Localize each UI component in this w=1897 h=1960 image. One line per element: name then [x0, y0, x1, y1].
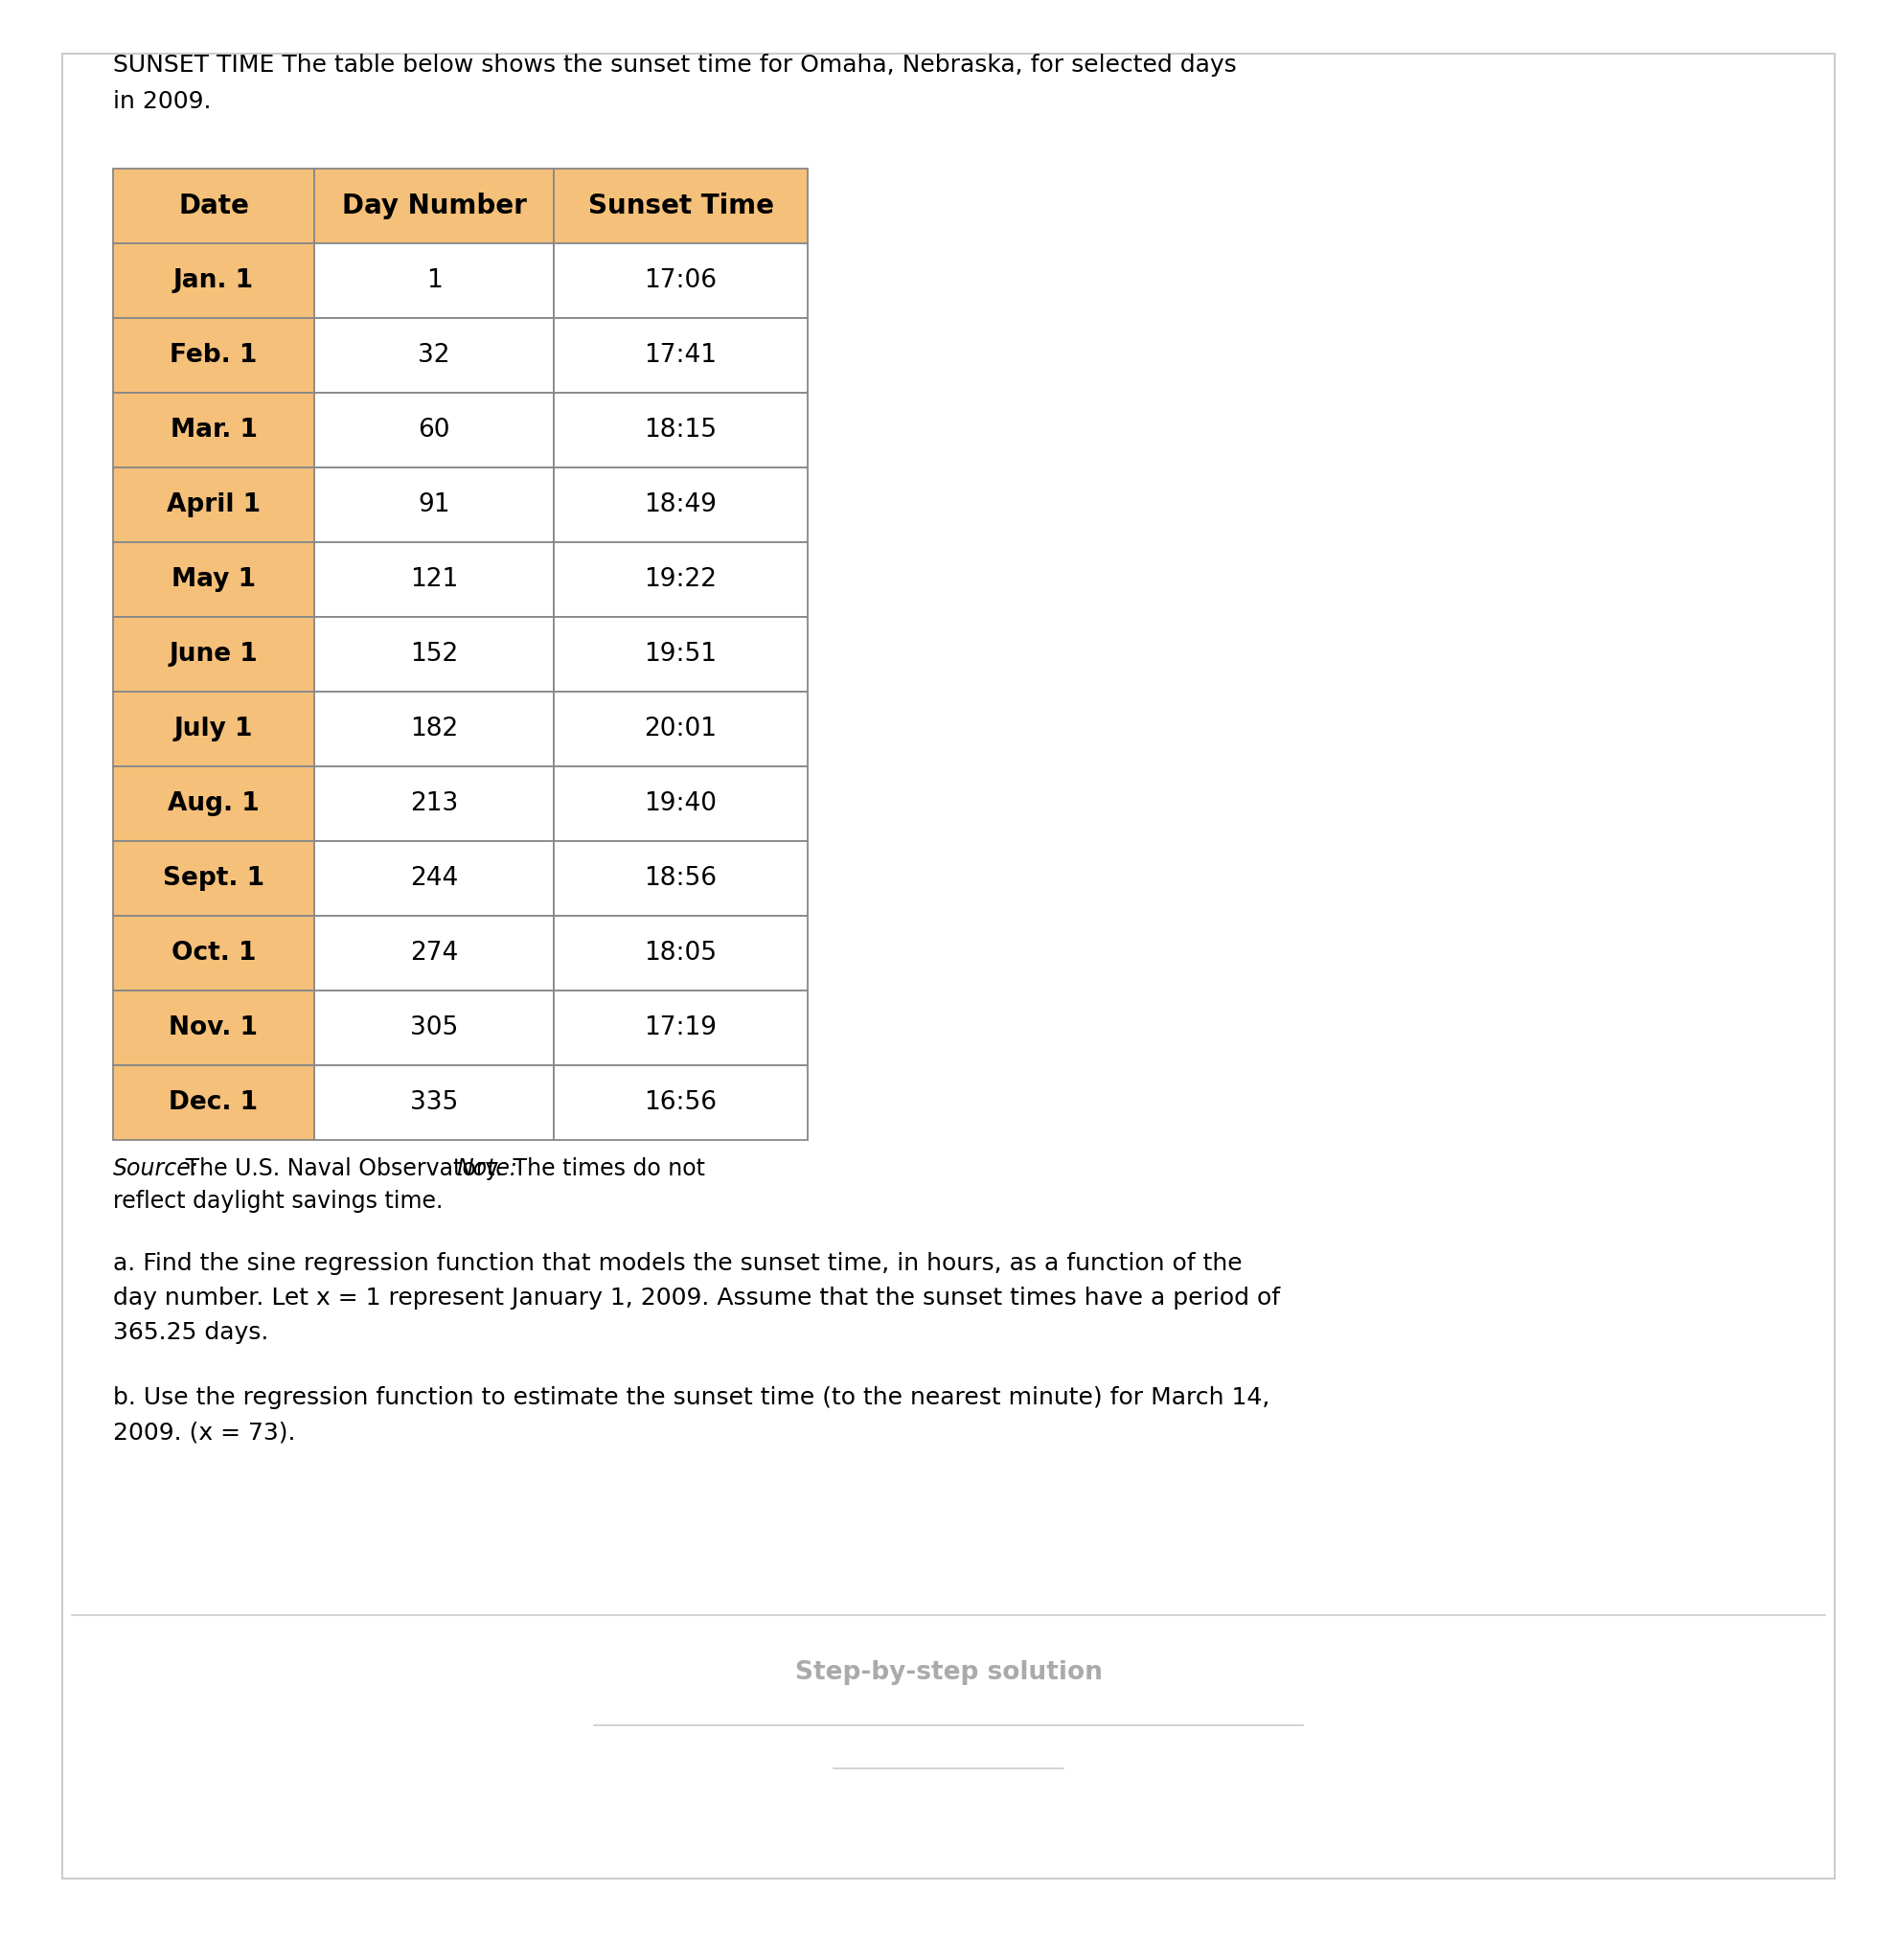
Text: 2009. (x = 73).: 2009. (x = 73). [114, 1421, 296, 1445]
Text: The U.S. Naval Observatory.: The U.S. Naval Observatory. [178, 1156, 510, 1180]
Bar [554, 468, 808, 543]
Text: Sunset Time: Sunset Time [588, 192, 774, 220]
Bar [114, 915, 315, 990]
Bar [554, 392, 808, 468]
Text: 18:15: 18:15 [645, 417, 717, 443]
Bar [114, 169, 315, 243]
Bar [114, 543, 315, 617]
Text: 305: 305 [410, 1015, 457, 1041]
Text: The times do not: The times do not [506, 1156, 706, 1180]
Text: May 1: May 1 [171, 566, 256, 592]
Text: 365.25 days.: 365.25 days. [114, 1321, 269, 1345]
Bar [315, 990, 554, 1064]
Text: Oct. 1: Oct. 1 [171, 941, 256, 966]
Text: day number. Let x = 1 represent January 1, 2009. Assume that the sunset times ha: day number. Let x = 1 represent January … [114, 1286, 1280, 1309]
Bar [114, 243, 315, 318]
Bar [315, 617, 554, 692]
Bar [554, 243, 808, 318]
Bar [315, 392, 554, 468]
Bar [114, 617, 315, 692]
Bar [554, 692, 808, 766]
Text: 19:40: 19:40 [645, 792, 717, 815]
Text: 60: 60 [417, 417, 450, 443]
Bar [554, 1064, 808, 1141]
Text: 274: 274 [410, 941, 457, 966]
Bar [554, 990, 808, 1064]
Bar [114, 392, 315, 468]
Text: 32: 32 [417, 343, 450, 368]
Bar [315, 243, 554, 318]
Text: 335: 335 [410, 1090, 457, 1115]
Bar [114, 468, 315, 543]
Bar [315, 543, 554, 617]
Text: SUNSET TIME The table below shows the sunset time for Omaha, Nebraska, for selec: SUNSET TIME The table below shows the su… [114, 53, 1237, 76]
Bar [315, 468, 554, 543]
Text: Aug. 1: Aug. 1 [167, 792, 260, 815]
Text: Dec. 1: Dec. 1 [169, 1090, 258, 1115]
Bar [554, 841, 808, 915]
Bar [554, 766, 808, 841]
Bar [315, 692, 554, 766]
Text: Mar. 1: Mar. 1 [171, 417, 258, 443]
Text: 91: 91 [417, 492, 450, 517]
Text: b. Use the regression function to estimate the sunset time (to the nearest minut: b. Use the regression function to estima… [114, 1386, 1269, 1409]
Text: Note:: Note: [455, 1156, 518, 1180]
Text: 18:56: 18:56 [645, 866, 717, 892]
Bar [315, 766, 554, 841]
Text: July 1: July 1 [175, 717, 252, 741]
Text: Date: Date [178, 192, 249, 220]
Text: Step-by-step solution: Step-by-step solution [795, 1660, 1102, 1686]
Text: Source:: Source: [114, 1156, 199, 1180]
Bar [315, 318, 554, 392]
Bar [114, 692, 315, 766]
Text: 121: 121 [410, 566, 457, 592]
Text: 17:41: 17:41 [645, 343, 717, 368]
Text: 20:01: 20:01 [645, 717, 717, 741]
Text: 19:22: 19:22 [645, 566, 717, 592]
Text: 17:06: 17:06 [645, 269, 717, 294]
Text: 17:19: 17:19 [645, 1015, 717, 1041]
Text: 19:51: 19:51 [645, 641, 717, 666]
Text: reflect daylight savings time.: reflect daylight savings time. [114, 1190, 444, 1213]
Bar [114, 766, 315, 841]
Text: Jan. 1: Jan. 1 [173, 269, 254, 294]
Bar [554, 915, 808, 990]
Bar [554, 543, 808, 617]
Text: 182: 182 [410, 717, 457, 741]
Bar [315, 1064, 554, 1141]
FancyBboxPatch shape [63, 53, 1834, 1878]
Text: 16:56: 16:56 [645, 1090, 717, 1115]
Bar [554, 169, 808, 243]
Text: Sept. 1: Sept. 1 [163, 866, 264, 892]
Text: 1: 1 [427, 269, 442, 294]
Bar [554, 318, 808, 392]
Text: June 1: June 1 [169, 641, 258, 666]
Text: a. Find the sine regression function that models the sunset time, in hours, as a: a. Find the sine regression function tha… [114, 1252, 1243, 1276]
Bar [315, 169, 554, 243]
Text: 18:49: 18:49 [645, 492, 717, 517]
Bar [114, 990, 315, 1064]
Bar [114, 841, 315, 915]
Text: in 2009.: in 2009. [114, 90, 211, 114]
Bar [114, 318, 315, 392]
Bar [315, 841, 554, 915]
Text: 152: 152 [410, 641, 457, 666]
Bar [315, 915, 554, 990]
Text: Feb. 1: Feb. 1 [171, 343, 258, 368]
Text: Nov. 1: Nov. 1 [169, 1015, 258, 1041]
Text: Day Number: Day Number [341, 192, 525, 220]
Text: 18:05: 18:05 [645, 941, 717, 966]
Text: 244: 244 [410, 866, 457, 892]
Text: April 1: April 1 [167, 492, 260, 517]
Bar [554, 617, 808, 692]
Bar [114, 1064, 315, 1141]
Text: 213: 213 [410, 792, 457, 815]
